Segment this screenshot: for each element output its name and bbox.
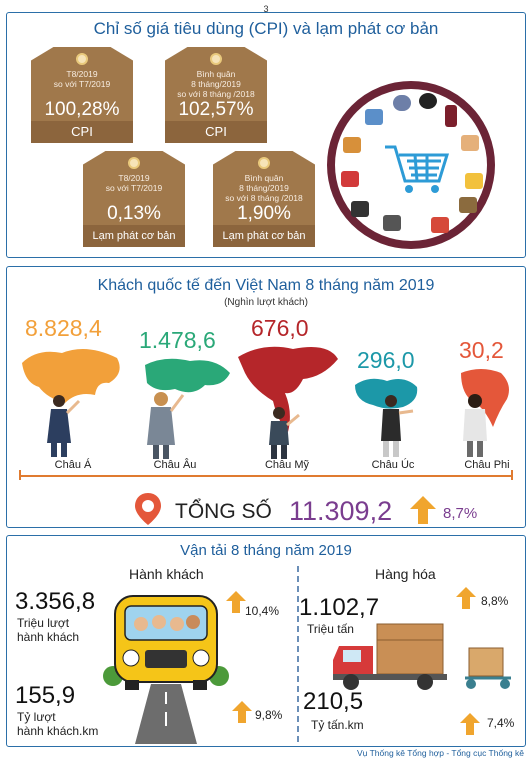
- cpi-title: Chỉ số giá tiêu dùng (CPI) và lạm phát c…: [93, 19, 439, 38]
- cargo-title: Hàng hóa: [375, 566, 436, 582]
- dining-icon: [419, 93, 437, 109]
- tag-label: Lạm phát cơ bản: [83, 225, 185, 247]
- tourism-subtitle: (Nghìn lượt khách): [224, 297, 308, 308]
- up-arrow-icon: [460, 713, 480, 735]
- transport-panel: Vận tải 8 tháng năm 2019 Hành khách 3.35…: [6, 535, 526, 747]
- total-growth: 8,7%: [443, 505, 478, 522]
- cpi-tag-monthly: T8/2019 so với T7/2019 100,28% CPI: [31, 47, 133, 143]
- cargo-distance-value: 210,5: [303, 688, 364, 715]
- cargo-distance-growth: 7,4%: [487, 716, 515, 730]
- tag-hole-icon: [128, 157, 140, 169]
- passenger-distance-unit: Tỷ lượt hành khách.km: [17, 710, 99, 738]
- tag-value: 0,13%: [107, 203, 161, 224]
- telephone-icon: [341, 171, 359, 187]
- passenger-distance-growth: 9,8%: [255, 708, 283, 722]
- transport-title: Vận tải 8 tháng năm 2019: [180, 542, 352, 559]
- tag-value: 102,57%: [178, 99, 254, 120]
- tag-value: 1,90%: [237, 203, 291, 224]
- tag-label: Lạm phát cơ bản: [213, 225, 315, 247]
- cpi-panel: Chỉ số giá tiêu dùng (CPI) và lạm phát c…: [6, 12, 526, 258]
- passenger-volume-unit: Triệu lượt hành khách: [17, 616, 80, 644]
- passenger-title: Hành khách: [129, 566, 204, 582]
- europe-label: Châu Âu: [153, 459, 197, 471]
- tag-subtitle: T8/2019 so với T7/2019: [53, 69, 111, 89]
- tag-hole-icon: [258, 157, 270, 169]
- total-label: TỔNG SỐ: [175, 500, 272, 523]
- core-inflation-tag-average: Bình quân 8 tháng/2019 so với 8 tháng /2…: [213, 151, 315, 247]
- shopping-cart-icon: [385, 145, 450, 193]
- up-arrow-icon: [226, 591, 246, 613]
- stove-icon: [459, 197, 477, 213]
- oceania-map-icon: [355, 378, 418, 457]
- gift-icon: [431, 217, 449, 233]
- america-value: 676,0: [251, 315, 309, 341]
- cargo-volume-value: 1.102,7: [299, 594, 380, 621]
- camera-icon: [383, 215, 401, 231]
- europe-map-icon: [145, 358, 230, 459]
- delivery-truck-icon: [333, 623, 511, 690]
- africa-label: Châu Phi: [464, 459, 510, 471]
- cargo-volume-unit: Triệu tấn: [307, 622, 354, 636]
- oceania-label: Châu Úc: [371, 459, 415, 471]
- cargo-distance-unit: Tỷ tấn.km: [311, 718, 364, 732]
- africa-map-icon: [461, 369, 509, 457]
- consumer-goods-circle: [327, 81, 495, 249]
- baseline-tick: [511, 470, 513, 480]
- up-arrow-icon: [456, 587, 476, 609]
- tag-value: 100,28%: [44, 99, 120, 120]
- footer-source: Vụ Thống kê Tổng hợp - Tổng cục Thống kê: [356, 748, 524, 758]
- asia-value: 8.828,4: [25, 315, 102, 341]
- page-number: 3: [263, 4, 269, 14]
- location-pin-icon: [135, 493, 161, 525]
- wine-icon: [445, 105, 457, 127]
- asia-label: Châu Á: [54, 459, 92, 471]
- ambulance-icon: [365, 109, 383, 125]
- tag-subtitle: Bình quân 8 tháng/2019 so với 8 tháng /2…: [177, 69, 255, 99]
- total-value: 11.309,2: [289, 496, 393, 526]
- up-arrow-icon: [410, 496, 436, 524]
- passenger-volume-growth: 10,4%: [245, 604, 280, 618]
- africa-value: 30,2: [459, 337, 504, 363]
- passenger-distance-value: 155,9: [15, 682, 76, 709]
- passenger-volume-value: 3.356,8: [15, 588, 96, 615]
- europe-value: 1.478,6: [139, 327, 216, 353]
- tourism-panel: Khách quốc tế đến Việt Nam 8 tháng năm 2…: [6, 266, 526, 528]
- oceania-value: 296,0: [357, 347, 415, 373]
- taxi-icon: [465, 173, 483, 189]
- school-bus-icon: [103, 595, 229, 744]
- tag-hole-icon: [210, 53, 222, 65]
- tag-subtitle: T8/2019 so với T7/2019: [105, 173, 163, 193]
- pills-icon: [393, 95, 411, 111]
- baseline-tick: [19, 470, 21, 480]
- continent-baseline: [19, 475, 513, 477]
- tag-subtitle: Bình quân 8 tháng/2019 so với 8 tháng /2…: [225, 173, 303, 203]
- core-inflation-tag-monthly: T8/2019 so với T7/2019 0,13% Lạm phát cơ…: [83, 151, 185, 247]
- america-map-icon: [238, 346, 338, 459]
- asia-map-icon: [22, 349, 120, 457]
- america-label: Châu Mỹ: [264, 459, 310, 471]
- tag-label: CPI: [165, 121, 267, 143]
- up-arrow-icon: [232, 701, 252, 723]
- transport-divider: [297, 566, 299, 742]
- cargo-volume-growth: 8,8%: [481, 594, 509, 608]
- tag-hole-icon: [76, 53, 88, 65]
- graduation-cap-icon: [351, 201, 369, 217]
- clothes-icon: [461, 135, 479, 151]
- cpi-tag-average: Bình quân 8 tháng/2019 so với 8 tháng /2…: [165, 47, 267, 143]
- house-icon: [343, 137, 361, 153]
- tag-label: CPI: [31, 121, 133, 143]
- tourism-title: Khách quốc tế đến Việt Nam 8 tháng năm 2…: [97, 277, 435, 294]
